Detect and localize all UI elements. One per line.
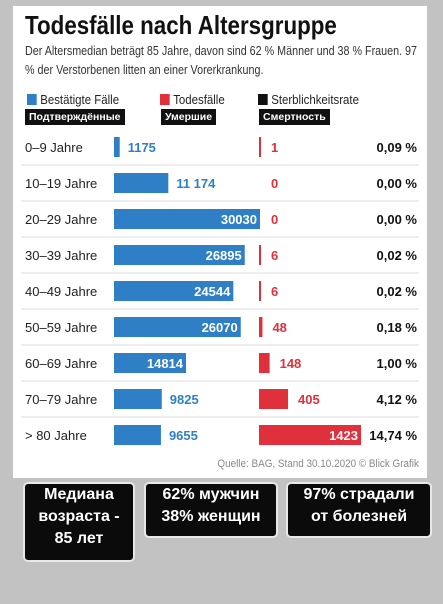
value-label-deaths: 405 [298, 392, 320, 407]
value-label-deaths: 0 [271, 212, 278, 227]
chart-svg: 0–9 Jahre 1175 1 0,09 % 10–19 Jahre 11 174 0 0,… [21, 137, 419, 445]
bar-confirmed [114, 353, 187, 373]
category-label: 10–19 Jahre [25, 176, 97, 191]
legend-swatch-deaths [160, 94, 170, 105]
value-label-confirmed: 30030 [221, 212, 257, 227]
overlay-gender-line-2: 38% женщин [161, 508, 261, 525]
legend-confirmed: Bestätigte Fälle [27, 92, 119, 107]
bar-confirmed [114, 137, 120, 157]
value-label-confirmed: 11 174 [176, 176, 216, 191]
value-label-deaths: 6 [271, 284, 278, 299]
value-label-rate: 1,00 % [377, 356, 418, 371]
category-label: 30–39 Jahre [25, 248, 97, 263]
infographic-card: Todesfälle nach Altersgruppe Der Altersm… [13, 6, 427, 478]
overlay-median-line-2: возраста - [38, 508, 120, 525]
overlay-median-line-1: Медиана [44, 486, 114, 503]
value-label-rate: 0,18 % [377, 320, 418, 335]
bar-deaths [259, 281, 261, 301]
value-label-rate: 0,02 % [377, 284, 418, 299]
overlay-box-gender: 62% мужчин 38% женщин [144, 482, 278, 538]
value-label-confirmed: 26070 [202, 320, 238, 335]
value-label-confirmed: 1175 [128, 140, 156, 155]
legend-label-deaths: Todesfälle [173, 92, 225, 107]
legend-label-confirmed: Bestätigte Fälle [40, 92, 120, 107]
legend-swatch-confirmed [27, 94, 37, 105]
bar-confirmed [114, 173, 169, 193]
value-label-confirmed: 9655 [169, 428, 198, 443]
bar-confirmed [114, 389, 162, 409]
legend-deaths: Todesfälle [160, 92, 225, 107]
bar-deaths [259, 317, 263, 337]
bar-confirmed [114, 209, 260, 229]
ru-tag-deaths: Умершие [161, 109, 217, 125]
value-label-rate: 4,12 % [377, 392, 418, 407]
value-label-confirmed: 9825 [170, 392, 199, 407]
category-label: 70–79 Jahre [25, 392, 97, 407]
overlay-median-line-3: 85 лет [54, 530, 104, 547]
category-label: 60–69 Jahre [25, 356, 97, 371]
overlay-illness-line-2: от болезней [310, 508, 408, 525]
chart-subtitle: Der Altersmedian beträgt 85 Jahre, davon… [25, 44, 418, 77]
bar-confirmed [114, 425, 161, 445]
bar-confirmed [114, 245, 245, 265]
ru-tag-confirmed: Подтверждённые [25, 109, 125, 125]
category-label: 20–29 Jahre [25, 212, 97, 227]
value-label-confirmed: 24544 [194, 284, 231, 299]
category-label: 50–59 Jahre [25, 320, 97, 335]
category-label: > 80 Jahre [25, 428, 87, 443]
chart-title: Todesfälle nach Altersgruppe [25, 10, 337, 40]
value-label-deaths: 0 [271, 176, 278, 191]
value-label-deaths: 148 [280, 356, 302, 371]
ru-tag-rate: Смертность [259, 109, 330, 125]
value-label-confirmed: 14814 [147, 356, 184, 371]
overlay-box-median: Медиана возраста - 85 лет [23, 482, 135, 562]
value-label-deaths: 1 [271, 140, 278, 155]
bar-deaths [259, 245, 261, 265]
overlay-illness-line-1: 97% страдали [303, 486, 415, 503]
value-label-rate: 0,09 % [377, 140, 418, 155]
category-label: 0–9 Jahre [25, 140, 83, 155]
bar-confirmed [114, 281, 234, 301]
category-label: 40–49 Jahre [25, 284, 97, 299]
bar-deaths [259, 353, 270, 373]
overlay-box-illness: 97% страдали от болезней [286, 482, 432, 538]
value-label-deaths: 1423 [329, 428, 358, 443]
value-label-deaths: 48 [272, 320, 286, 335]
bar-deaths [259, 389, 289, 409]
bar-deaths [259, 137, 261, 157]
overlay-gender-line-1: 62% мужчин [162, 486, 260, 503]
value-label-deaths: 6 [271, 248, 278, 263]
value-label-rate: 0,00 % [377, 212, 418, 227]
bar-deaths [259, 425, 361, 445]
source-credit: Quelle: BAG, Stand 30.10.2020 © Blick Gr… [217, 458, 419, 470]
bar-confirmed [114, 317, 241, 337]
value-label-rate: 0,00 % [377, 176, 418, 191]
value-label-rate: 14,74 % [369, 428, 417, 443]
legend-label-rate: Sterblichkeitsrate [271, 92, 359, 107]
legend-rate: Sterblichkeitsrate [258, 92, 359, 107]
value-label-confirmed: 26895 [206, 248, 242, 263]
value-label-rate: 0,02 % [377, 248, 418, 263]
legend-swatch-rate [258, 94, 268, 105]
